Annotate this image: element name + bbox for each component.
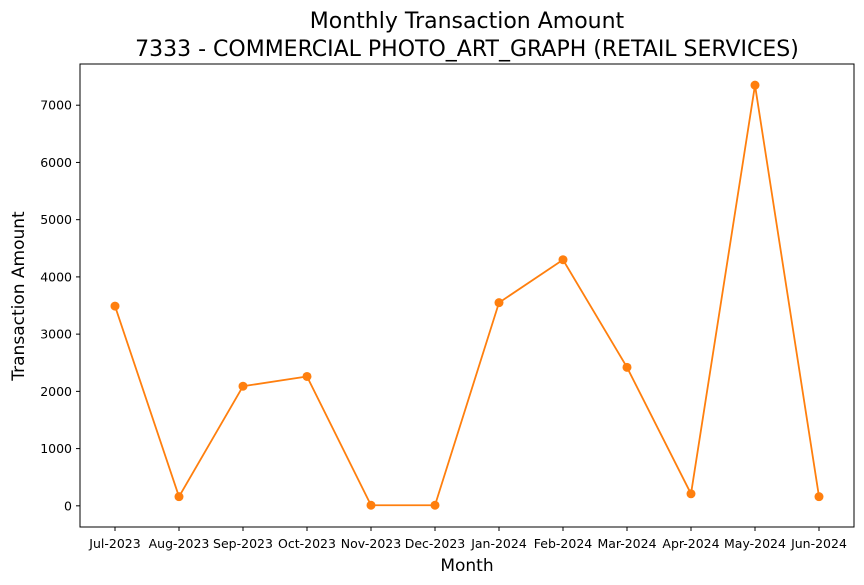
- y-tick-label: 2000: [40, 384, 72, 399]
- x-tick-label: Oct-2023: [278, 536, 336, 551]
- data-point: [686, 489, 696, 499]
- data-point: [494, 298, 504, 308]
- y-axis-ticks: 0 1000 2000 3000 4000 5000 6000 7000: [40, 98, 80, 513]
- series-markers: [110, 80, 824, 510]
- x-tick-label: Dec-2023: [405, 536, 466, 551]
- data-point: [174, 492, 184, 502]
- x-tick-label: Mar-2024: [597, 536, 656, 551]
- y-tick-label: 0: [64, 498, 72, 513]
- data-point: [814, 492, 824, 502]
- y-tick-label: 5000: [40, 212, 72, 227]
- plot-area-frame: [79, 63, 855, 528]
- x-tick-label: Nov-2023: [341, 536, 401, 551]
- data-point: [622, 362, 632, 372]
- data-point: [366, 500, 376, 510]
- series-line: [114, 85, 820, 507]
- y-tick-label: 4000: [40, 269, 72, 284]
- data-point: [302, 371, 312, 381]
- data-point: [430, 500, 440, 510]
- x-tick-label: Jun-2024: [790, 536, 847, 551]
- chart-title-line-2: 7333 - COMMERCIAL PHOTO_ART_GRAPH (RETAI…: [135, 37, 799, 62]
- x-tick-label: Sep-2023: [213, 536, 273, 551]
- y-tick-label: 1000: [40, 441, 72, 456]
- x-axis-ticks: Jul-2023 Aug-2023 Sep-2023 Oct-2023 Nov-2023…: [88, 527, 847, 551]
- y-tick-label: 6000: [40, 155, 72, 170]
- x-tick-label: May-2024: [724, 536, 786, 551]
- x-tick-label: Apr-2024: [662, 536, 719, 551]
- x-tick-label: Jul-2023: [88, 536, 140, 551]
- x-tick-label: Jan-2024: [470, 536, 527, 551]
- x-axis-label: Month: [440, 556, 493, 576]
- y-tick-label: 3000: [40, 327, 72, 342]
- chart-title-line-1: Monthly Transaction Amount: [310, 9, 625, 34]
- data-point: [110, 301, 120, 311]
- data-point: [238, 381, 248, 391]
- x-tick-label: Aug-2023: [149, 536, 210, 551]
- y-tick-label: 7000: [40, 98, 72, 113]
- x-tick-label: Feb-2024: [534, 536, 593, 551]
- data-point: [750, 80, 760, 90]
- data-point: [558, 255, 568, 265]
- y-axis-label: Transaction Amount: [9, 211, 29, 382]
